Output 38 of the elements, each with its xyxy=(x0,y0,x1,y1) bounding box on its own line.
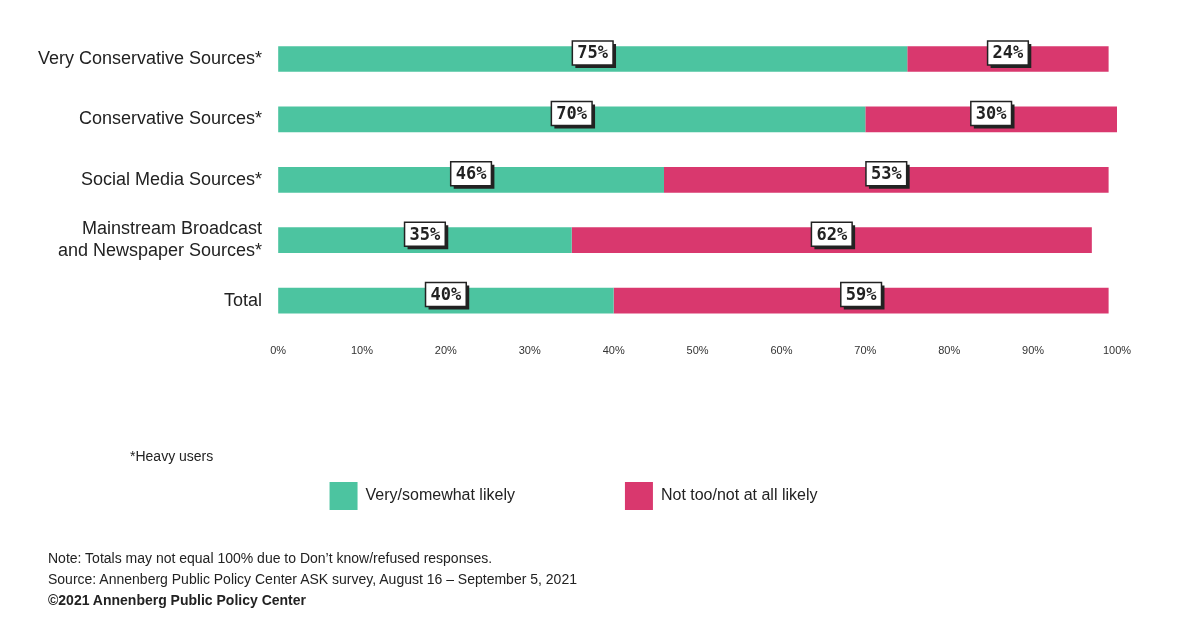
x-tick-label: 10% xyxy=(350,344,374,357)
x-tick-label: 40% xyxy=(602,344,625,357)
y-tick-label: Mainstream Broadcast and Newspaper Sources* xyxy=(57,218,263,260)
legend-label: Not too/not at all likely xyxy=(660,486,818,504)
x-tick-label: 80% xyxy=(938,344,961,357)
y-tick-label: Very Conservative Sources* xyxy=(37,47,263,68)
text: 59% xyxy=(845,284,877,305)
text: 62% xyxy=(816,223,848,244)
x-tick-label: 0% xyxy=(270,344,287,357)
bar xyxy=(278,166,664,193)
text: 70% xyxy=(556,102,588,123)
bar xyxy=(278,106,866,133)
text: 40% xyxy=(430,284,462,305)
y-tick-label: Social Media Sources* xyxy=(81,168,263,189)
bar xyxy=(664,166,1109,193)
x-tick-label: 90% xyxy=(1022,344,1045,357)
x-tick-label: 100% xyxy=(1102,344,1132,357)
text: Note: Totals may not equal 100% due to Don’t know/refused responses. xyxy=(48,549,494,568)
text: 53% xyxy=(870,163,902,184)
bar xyxy=(571,227,1092,254)
x-tick-label: 50% xyxy=(686,344,709,357)
text: *Heavy users xyxy=(130,448,214,464)
text: 46% xyxy=(455,163,487,184)
x-tick-label: 20% xyxy=(434,344,458,357)
x-tick-label: 60% xyxy=(770,344,793,357)
y-tick-label: Conservative Sources* xyxy=(79,108,263,129)
bar xyxy=(278,46,908,72)
legend-label: Very/somewhat likely xyxy=(365,486,515,504)
y-tick-label: Total xyxy=(224,289,263,310)
bar xyxy=(613,287,1109,314)
text: 30% xyxy=(975,102,1007,123)
x-tick-label: 30% xyxy=(518,344,541,357)
text: 24% xyxy=(992,42,1024,63)
text: 35% xyxy=(409,223,441,244)
source-note: Source: Annenberg Public Policy Center ASK survey, August 16 – September 5, 2021 xyxy=(48,570,577,589)
text: ©2021 Annenberg Public Policy Center xyxy=(48,591,307,610)
text: 75% xyxy=(577,42,609,63)
x-tick-label: 70% xyxy=(854,344,877,357)
